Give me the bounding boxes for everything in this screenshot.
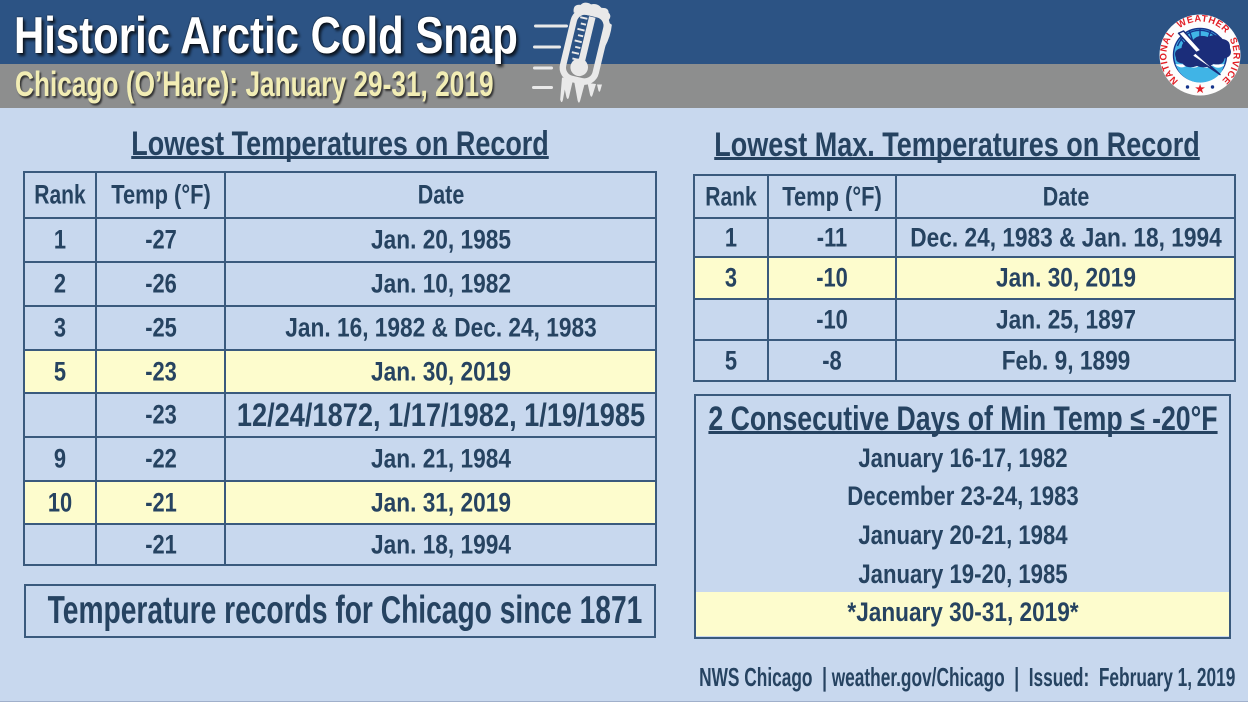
- svg-text:★: ★: [1195, 83, 1205, 95]
